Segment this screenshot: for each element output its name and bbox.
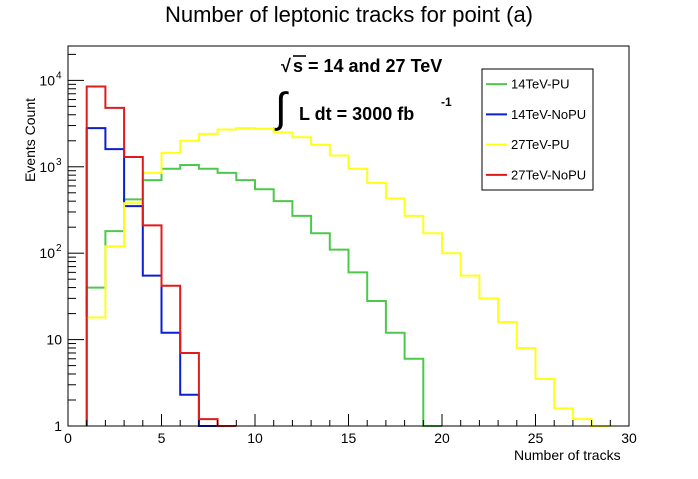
series-layer	[85, 85, 611, 427]
x-tick-label: 25	[528, 430, 544, 446]
x-tick-label: 15	[341, 430, 357, 446]
x-tick-label: 20	[434, 430, 450, 446]
luminosity-text: L dt = 3000 fb	[299, 104, 414, 124]
y-axis-label: Events Count	[22, 98, 38, 182]
x-tick-label: 30	[621, 430, 637, 446]
legend-box	[481, 68, 594, 191]
legend-label: 27TeV-PU	[511, 137, 570, 152]
series-line-27tev-pu	[85, 127, 611, 427]
x-axis-label: Number of tracks	[514, 447, 621, 463]
y-tick-exponent: 4	[56, 70, 62, 81]
y-tick-label: 10	[39, 72, 55, 88]
sqrt-symbol: √	[281, 56, 291, 76]
y-tick-label: 10	[46, 332, 62, 348]
y-tick-label: 1	[54, 418, 62, 434]
series-line-14tev-nopu	[85, 127, 218, 427]
x-tick-label: 0	[64, 430, 72, 446]
series-line-27tev-nopu	[85, 85, 237, 427]
y-tick-label: 10	[39, 159, 55, 175]
y-tick-exponent: 3	[56, 157, 62, 168]
x-tick-label: 5	[158, 430, 166, 446]
legend-label: 14TeV-PU	[511, 77, 570, 92]
legend-label: 27TeV-NoPU	[511, 167, 586, 182]
legend: 14TeV-PU 14TeV-NoPU 27TeV-PU 27TeV-NoPU	[481, 68, 594, 191]
sqrt-s-text: s = 14 and 27 TeV	[293, 56, 442, 76]
legend-label: 14TeV-NoPU	[511, 107, 586, 122]
y-tick-exponent: 2	[56, 243, 62, 254]
x-tick-label: 10	[247, 430, 263, 446]
integral-symbol: ∫	[273, 84, 289, 131]
y-tick-label: 10	[39, 245, 55, 261]
energy-luminosity-annotation: √ s = 14 and 27 TeV ∫ L dt = 3000 fb -1	[273, 55, 452, 131]
luminosity-exponent: -1	[441, 95, 452, 109]
chart-title: Number of leptonic tracks for point (a)	[165, 2, 533, 27]
